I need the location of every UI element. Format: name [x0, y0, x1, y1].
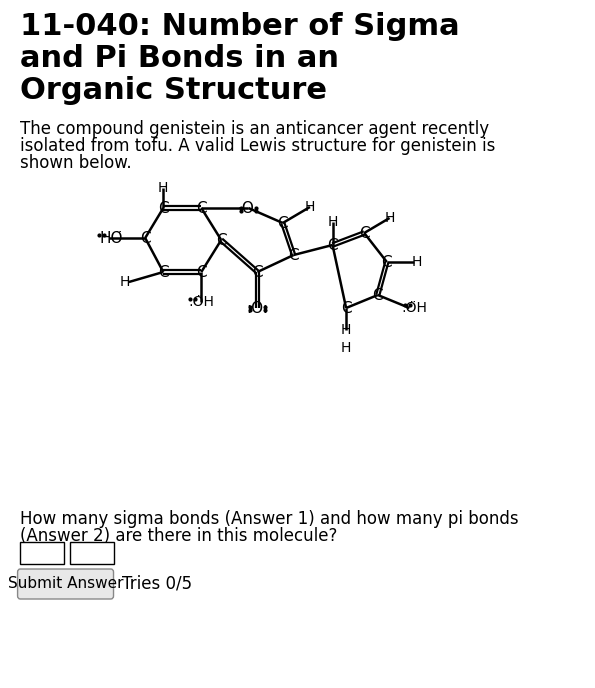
Text: C: C — [289, 248, 299, 263]
Text: C: C — [252, 264, 263, 279]
Text: C: C — [196, 200, 206, 215]
Text: ⋅O⋅: ⋅O⋅ — [237, 200, 259, 215]
Text: C: C — [372, 288, 383, 303]
Text: C: C — [359, 226, 369, 241]
FancyBboxPatch shape — [70, 542, 114, 564]
Text: H: H — [120, 275, 130, 289]
Text: 11-040: Number of Sigma: 11-040: Number of Sigma — [20, 12, 460, 41]
Text: (Answer 2) are there in this molecule?: (Answer 2) are there in this molecule? — [20, 527, 338, 545]
Text: :ÖH: :ÖH — [401, 301, 427, 315]
Text: C: C — [196, 264, 206, 279]
Text: C: C — [158, 200, 168, 215]
Text: Tries 0/5: Tries 0/5 — [121, 575, 192, 593]
Text: C: C — [158, 264, 168, 279]
Text: isolated from tofu. A valid Lewis structure for genistein is: isolated from tofu. A valid Lewis struct… — [20, 137, 496, 155]
Text: C: C — [140, 230, 151, 246]
Text: H: H — [341, 341, 351, 355]
Text: H: H — [384, 211, 394, 225]
Text: :ÖH: :ÖH — [189, 295, 214, 309]
Text: H: H — [412, 255, 422, 269]
Text: C: C — [327, 237, 338, 252]
Text: :O:: :O: — [246, 301, 268, 316]
Text: Submit Answer: Submit Answer — [8, 577, 123, 592]
Text: shown below.: shown below. — [20, 154, 132, 172]
Text: C: C — [381, 255, 392, 270]
Text: How many sigma bonds (Answer 1) and how many pi bonds: How many sigma bonds (Answer 1) and how … — [20, 510, 519, 528]
Text: The compound genistein is an anticancer agent recently: The compound genistein is an anticancer … — [20, 120, 490, 138]
Text: Organic Structure: Organic Structure — [20, 76, 327, 105]
FancyBboxPatch shape — [20, 542, 64, 564]
Text: H: H — [305, 200, 315, 214]
FancyBboxPatch shape — [18, 569, 114, 599]
Text: HÖ: HÖ — [99, 230, 123, 246]
Text: H: H — [341, 323, 351, 337]
Text: H: H — [327, 215, 338, 229]
Text: C: C — [216, 233, 227, 248]
Text: C: C — [277, 215, 288, 230]
Text: C: C — [341, 301, 352, 316]
Text: and Pi Bonds in an: and Pi Bonds in an — [20, 44, 339, 73]
Text: H: H — [158, 181, 168, 195]
